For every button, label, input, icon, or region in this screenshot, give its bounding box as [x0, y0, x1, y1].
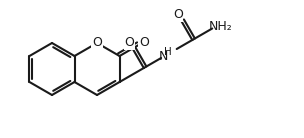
Text: H: H	[164, 47, 172, 57]
Text: NH₂: NH₂	[209, 19, 233, 33]
Text: O: O	[92, 36, 102, 50]
Text: O: O	[173, 8, 183, 21]
Text: N: N	[158, 50, 168, 63]
Text: O: O	[139, 35, 149, 48]
Text: O: O	[124, 36, 134, 49]
